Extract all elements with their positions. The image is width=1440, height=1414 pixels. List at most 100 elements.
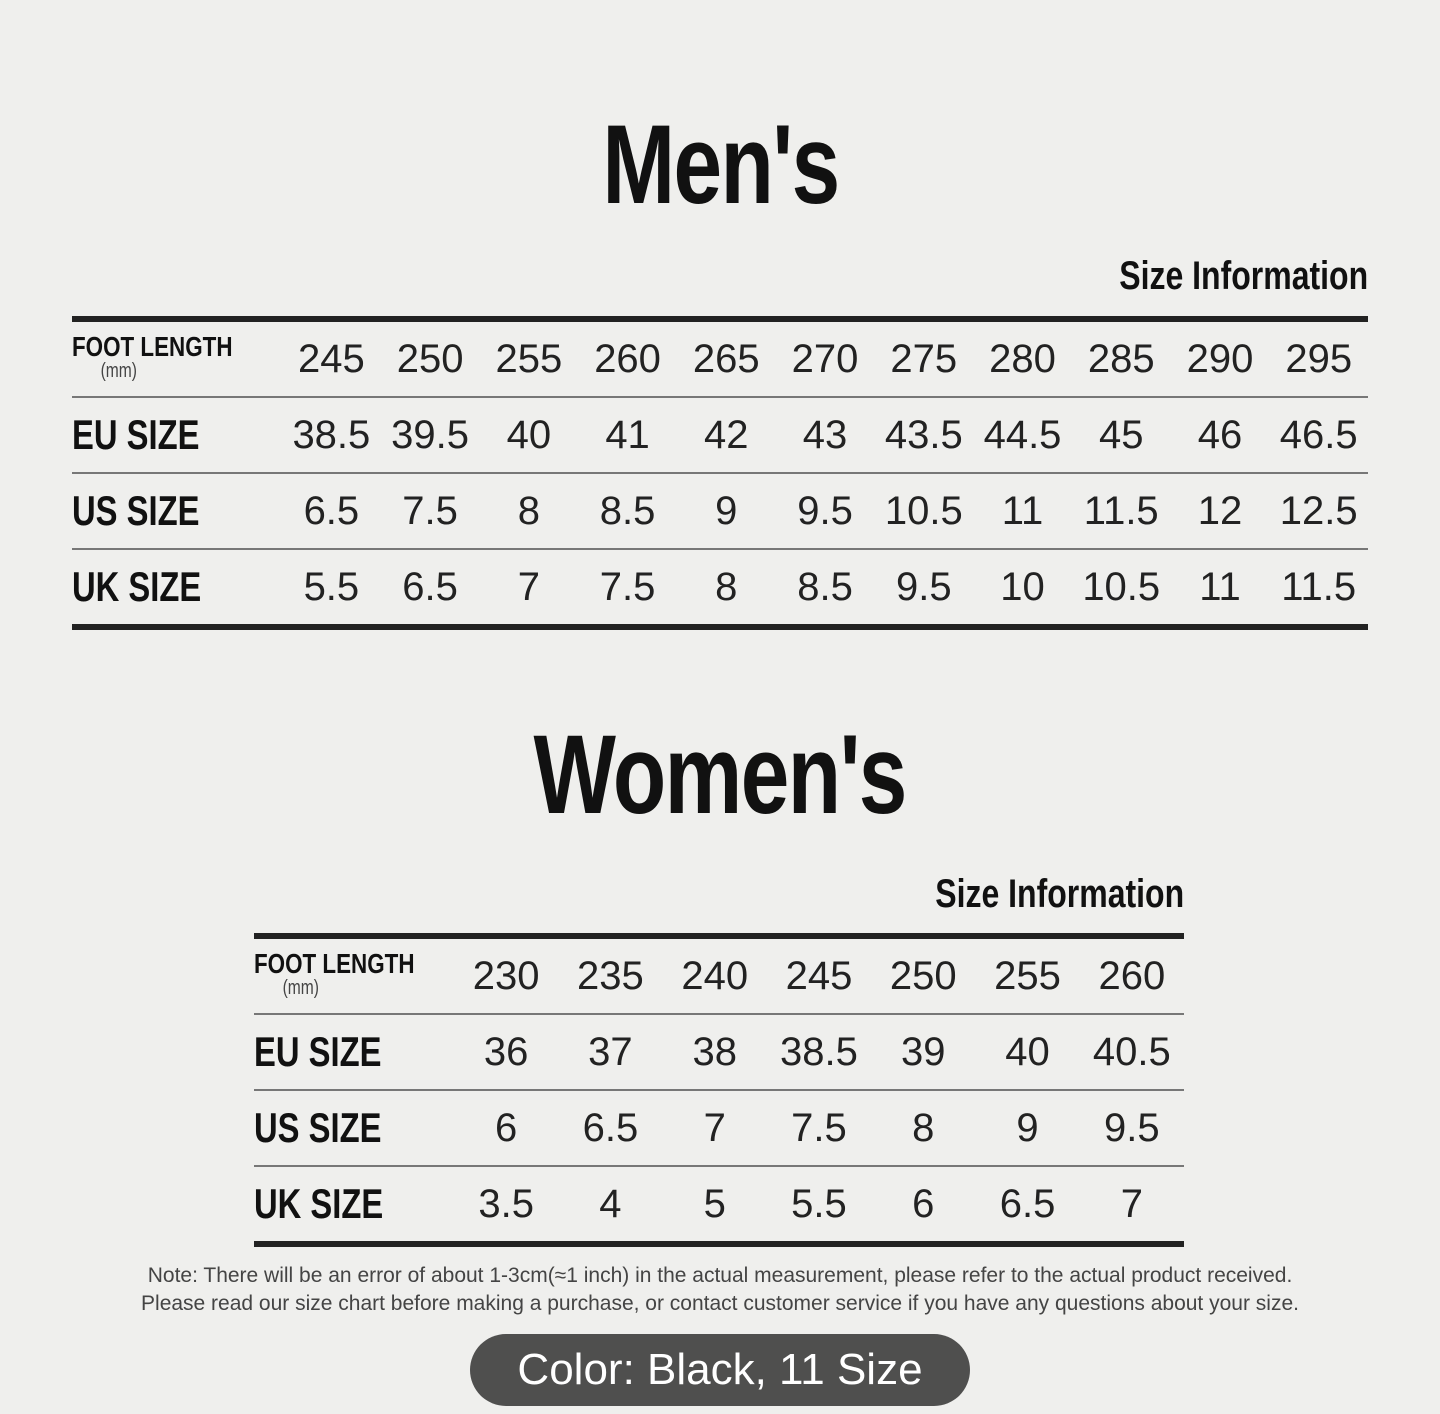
table-cell: 295 <box>1285 336 1353 381</box>
size-note: Note: There will be an error of about 1-… <box>0 1262 1440 1318</box>
row-label: UK SIZE <box>72 563 282 611</box>
womens-size-information: Size Information <box>935 872 1184 916</box>
table-cell: 10.5 <box>884 488 963 533</box>
table-cell: 12 <box>1197 488 1243 533</box>
row-label: FOOT LENGTH (mm) <box>72 331 282 383</box>
mens-size-table: FOOT LENGTH (mm) 245 250 255 260 265 270 275 280 2… <box>72 316 1368 630</box>
table-row: US SIZE 6.5 7.5 8 8.5 9 9.5 10.5 11 11.5 12 12.5 <box>72 474 1368 550</box>
row-label: US SIZE <box>72 487 282 535</box>
table-cell: 6.5 <box>582 1105 639 1150</box>
table-cell: 6 <box>495 1105 518 1150</box>
womens-title: Women's <box>533 712 908 837</box>
table-cell: 6.5 <box>999 1181 1056 1226</box>
mens-title: Men's <box>601 102 840 227</box>
table-row-foot-length: FOOT LENGTH (mm) 245 250 255 260 265 270 275 280 2… <box>72 322 1368 398</box>
table-cell: 255 <box>994 953 1061 998</box>
table-cell: 275 <box>890 336 958 381</box>
table-cell: 46 <box>1197 412 1243 457</box>
table-cell: 9.5 <box>1104 1105 1160 1150</box>
table-cell: 42 <box>704 412 749 457</box>
table-cell: 8 <box>517 488 540 533</box>
table-cell: 7.5 <box>599 564 656 609</box>
table-cell: 8.5 <box>599 488 656 533</box>
table-cell: 11 <box>1199 564 1241 609</box>
table-cell: 6.5 <box>402 564 458 609</box>
table-row: EU SIZE 38.5 39.5 40 41 42 43 43.5 44.5 45 46 46.5 <box>72 398 1368 474</box>
table-cell: 260 <box>1098 953 1166 998</box>
table-cell: 245 <box>297 336 365 381</box>
note-line-2: Please read our size chart before making… <box>141 1292 1299 1315</box>
table-cell: 40 <box>1005 1029 1050 1074</box>
table-cell: 235 <box>577 953 644 998</box>
table-cell: 255 <box>495 336 563 381</box>
row-label: EU SIZE <box>72 411 282 459</box>
table-cell: 10 <box>1000 564 1045 609</box>
table-cell: 7.5 <box>791 1105 847 1150</box>
womens-size-table: FOOT LENGTH (mm) 230 235 240 245 250 255 260 EU S… <box>254 933 1184 1247</box>
table-cell: 40 <box>506 412 552 457</box>
table-cell: 41 <box>605 412 650 457</box>
table-cell: 7 <box>517 564 540 609</box>
table-cell: 265 <box>692 336 760 381</box>
table-row-foot-length: FOOT LENGTH (mm) 230 235 240 245 250 255 260 <box>254 939 1184 1015</box>
table-cell: 230 <box>472 953 540 998</box>
table-cell: 45 <box>1098 412 1144 457</box>
foot-length-label: FOOT LENGTH <box>254 948 415 979</box>
table-cell: 5.5 <box>303 564 360 609</box>
table-cell: 43.5 <box>884 412 963 457</box>
table-cell: 37 <box>588 1029 633 1074</box>
unit-label: (mm) <box>282 977 319 999</box>
row-label-text: UK SIZE <box>254 1180 384 1227</box>
foot-length-label: FOOT LENGTH <box>72 331 233 362</box>
table-cell: 280 <box>989 336 1056 381</box>
table-cell: 7.5 <box>402 488 458 533</box>
table-cell: 40.5 <box>1092 1029 1171 1074</box>
table-row: US SIZE 6 6.5 7 7.5 8 9 9.5 <box>254 1091 1184 1167</box>
table-cell: 10.5 <box>1082 564 1161 609</box>
table-cell: 270 <box>791 336 859 381</box>
table-row: UK SIZE 5.5 6.5 7 7.5 8 8.5 9.5 10 10.5 11 11.5 <box>72 550 1368 624</box>
table-row: UK SIZE 3.5 4 5 5.5 6 6.5 7 <box>254 1167 1184 1241</box>
row-label-text: EU SIZE <box>72 411 200 458</box>
table-cell: 6 <box>912 1181 935 1226</box>
table-cell: 250 <box>396 336 464 381</box>
row-label: EU SIZE <box>254 1028 454 1076</box>
table-cell: 290 <box>1186 336 1254 381</box>
table-cell: 38.5 <box>780 1029 858 1074</box>
table-cell: 5 <box>703 1181 726 1226</box>
table-cell: 44.5 <box>983 412 1062 457</box>
row-label: FOOT LENGTH (mm) <box>254 948 454 1000</box>
table-cell: 8 <box>912 1105 935 1150</box>
table-cell: 11.5 <box>1281 564 1357 609</box>
mens-size-information: Size Information <box>1119 254 1368 298</box>
row-label-text: UK SIZE <box>72 563 202 610</box>
table-cell: 260 <box>594 336 661 381</box>
table-cell: 6.5 <box>303 488 360 533</box>
row-label: US SIZE <box>254 1104 454 1152</box>
table-cell: 9.5 <box>797 488 853 533</box>
row-label-text: EU SIZE <box>254 1028 382 1075</box>
unit-label: (mm) <box>100 360 137 382</box>
table-row: EU SIZE 36 37 38 38.5 39 40 40.5 <box>254 1015 1184 1091</box>
note-line-1: Note: There will be an error of about 1-… <box>147 1264 1293 1287</box>
table-cell: 12.5 <box>1279 488 1358 533</box>
table-cell: 250 <box>889 953 957 998</box>
table-cell: 11 <box>1001 488 1044 533</box>
table-cell: 46.5 <box>1279 412 1358 457</box>
table-cell: 36 <box>483 1029 529 1074</box>
table-cell: 43 <box>802 412 848 457</box>
table-cell: 38.5 <box>292 412 371 457</box>
row-label-text: US SIZE <box>72 487 200 534</box>
table-cell: 39.5 <box>391 412 470 457</box>
table-cell: 9.5 <box>895 564 952 609</box>
table-cell: 9 <box>715 488 738 533</box>
table-cell: 39 <box>901 1029 946 1074</box>
row-label-text: US SIZE <box>254 1104 382 1151</box>
table-cell: 5.5 <box>791 1181 847 1226</box>
table-cell: 11.5 <box>1083 488 1159 533</box>
table-cell: 8.5 <box>797 564 853 609</box>
table-cell: 38 <box>692 1029 737 1074</box>
table-cell: 240 <box>681 953 749 998</box>
table-cell: 285 <box>1087 336 1155 381</box>
table-cell: 4 <box>599 1181 622 1226</box>
